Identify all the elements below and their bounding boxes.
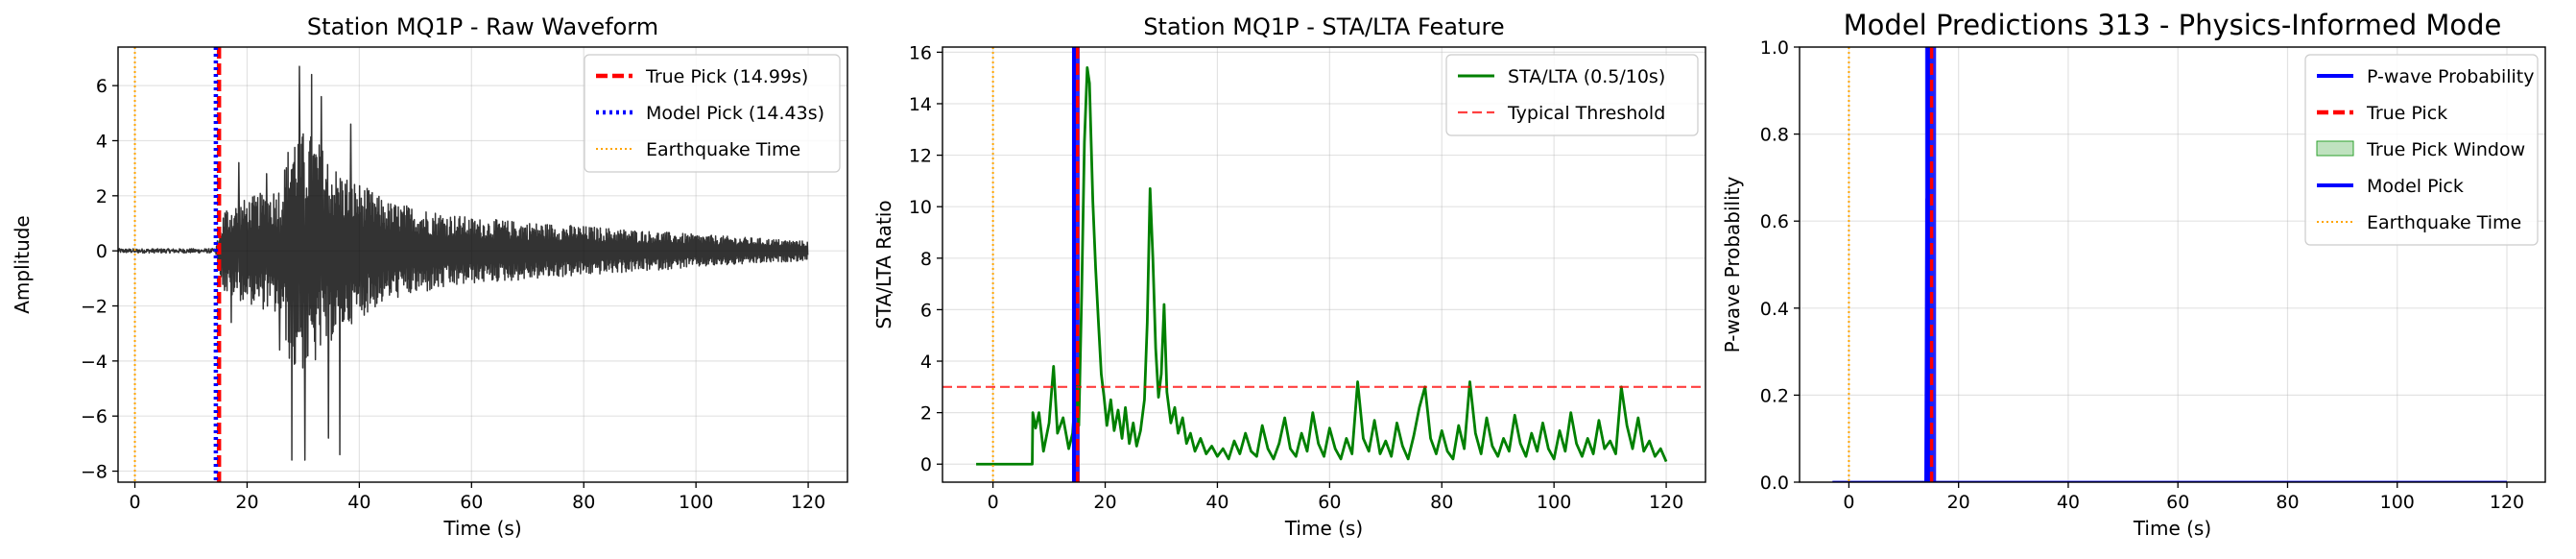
legend: True Pick (14.99s) Model Pick (14.43s) Ear… <box>584 54 841 173</box>
x-tick-label: 0 <box>988 492 999 513</box>
chart-title: Station MQ1P - Raw Waveform <box>307 13 658 40</box>
y-tick-label: −4 <box>81 352 107 373</box>
y-tick-label: 14 <box>909 94 932 115</box>
y-tick-label: 12 <box>909 146 932 167</box>
y-tick-label: 10 <box>909 197 932 218</box>
y-tick-label: 16 <box>909 42 932 63</box>
x-tick-label: 80 <box>2276 492 2299 513</box>
y-tick-label: 0 <box>96 241 107 262</box>
plot-area <box>1832 47 2508 482</box>
x-tick-label: 60 <box>460 492 483 513</box>
x-tick-label: 100 <box>1537 492 1571 513</box>
legend-swatch <box>2316 140 2354 157</box>
x-axis-label: Time (s) <box>442 517 521 540</box>
plot-area <box>118 47 809 482</box>
x-tick-label: 120 <box>1649 492 1683 513</box>
x-tick-label: 60 <box>1318 492 1341 513</box>
x-tick-label: 40 <box>2057 492 2080 513</box>
x-tick-label: 0 <box>1843 492 1854 513</box>
y-tick-label: 0.2 <box>1760 385 1789 406</box>
chart-1: 0 20 40 60 80 100 120 −8 −6 −4 −2 0 2 4 6 Station MQ1P … <box>11 13 848 540</box>
legend: STA/LTA (0.5/10s) Typical Threshold <box>1445 54 1699 136</box>
legend-entry: Typical Threshold <box>1507 103 1665 124</box>
y-tick-label: 0.8 <box>1760 125 1789 146</box>
x-axis-label: Time (s) <box>1284 517 1363 540</box>
x-tick-label: 40 <box>347 492 370 513</box>
chart-title: Model Predictions 313 - Physics-Informed… <box>1844 9 2502 41</box>
x-tick-label: 0 <box>129 492 140 513</box>
x-axis-label: Time (s) <box>2133 517 2211 540</box>
legend-box <box>1445 54 1699 136</box>
x-tick-label: 80 <box>572 492 595 513</box>
y-tick-label: 1.0 <box>1760 37 1789 59</box>
y-tick-label: 2 <box>96 186 107 207</box>
chart-2: 0 20 40 60 80 100 120 0 2 4 6 8 10 12 14 16 Station MQ1P… <box>872 13 1706 540</box>
legend-box <box>584 54 841 173</box>
legend-entry: Earthquake Time <box>2367 212 2521 233</box>
legend: P-wave Probability True Pick True Pick Win… <box>2304 54 2539 246</box>
y-tick-label: 4 <box>920 352 932 373</box>
y-tick-label: 6 <box>96 76 107 97</box>
legend-entry: P-wave Probability <box>2367 66 2535 87</box>
y-tick-label: 4 <box>96 131 107 152</box>
x-tick-label: 120 <box>2490 492 2524 513</box>
y-tick-label: 0 <box>920 454 932 475</box>
y-axis-label: STA/LTA Ratio <box>872 200 895 328</box>
series-line <box>976 66 1668 466</box>
x-tick-label: 20 <box>1947 492 1970 513</box>
y-tick-label: 0.6 <box>1760 211 1789 232</box>
legend-entry: True Pick <box>2366 103 2447 124</box>
y-tick-label: −6 <box>81 406 107 427</box>
y-tick-label: −2 <box>81 297 107 318</box>
x-tick-label: 100 <box>2380 492 2415 513</box>
legend-box <box>2304 54 2539 246</box>
y-axis-label: Amplitude <box>11 215 34 314</box>
axes-frame <box>117 46 848 483</box>
x-tick-label: 120 <box>791 492 825 513</box>
y-tick-label: 0.4 <box>1760 299 1789 320</box>
y-axis-label: P-wave Probability <box>1721 177 1744 353</box>
y-tick-label: 6 <box>920 300 932 321</box>
axes-frame <box>1799 46 2546 483</box>
legend-entry: True Pick (14.99s) <box>645 66 808 87</box>
y-tick-label: 0.0 <box>1760 473 1789 494</box>
legend-entry: Earthquake Time <box>646 139 800 160</box>
x-tick-label: 100 <box>679 492 713 513</box>
y-tick-label: 2 <box>920 403 932 425</box>
legend-entry: Model Pick (14.43s) <box>646 103 824 124</box>
y-tick-label: 8 <box>920 249 932 270</box>
legend-entry: True Pick Window <box>2366 139 2525 160</box>
chart-3: 0 20 40 60 80 100 120 0.0 0.2 0.4 0.6 0.8 1.0 Model P… <box>1721 9 2546 540</box>
x-tick-label: 40 <box>1205 492 1228 513</box>
axes-frame <box>942 46 1706 483</box>
legend-entry: STA/LTA (0.5/10s) <box>1508 66 1665 87</box>
plot-area <box>942 47 1705 482</box>
x-tick-label: 80 <box>1430 492 1453 513</box>
x-tick-label: 20 <box>1093 492 1116 513</box>
chart-title: Station MQ1P - STA/LTA Feature <box>1143 13 1504 40</box>
x-tick-label: 60 <box>2166 492 2189 513</box>
series-line <box>118 65 809 461</box>
legend-entry: Model Pick <box>2367 176 2464 197</box>
y-tick-label: −8 <box>81 462 107 483</box>
x-tick-label: 20 <box>235 492 258 513</box>
